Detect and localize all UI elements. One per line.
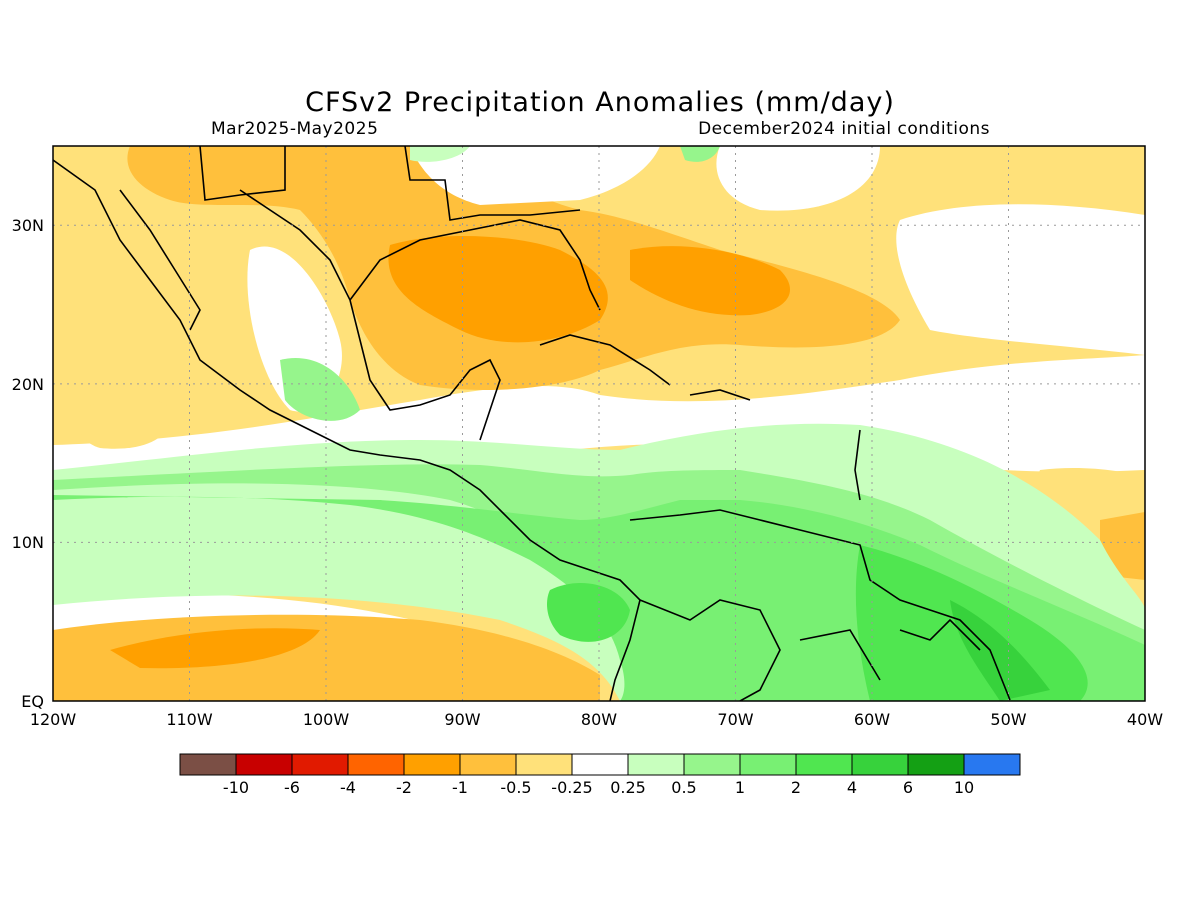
colorbar-swatch	[739, 753, 797, 776]
colorbar-label: -1	[452, 778, 468, 797]
colorbar-label: 1	[735, 778, 745, 797]
colorbar-swatch	[907, 753, 965, 776]
colorbar-label: 6	[903, 778, 913, 797]
colorbar-swatch	[179, 753, 237, 776]
colorbar-label: 0.5	[671, 778, 696, 797]
colorbar-label: -6	[284, 778, 300, 797]
y-tick-label: 30N	[12, 216, 44, 235]
colorbar-swatch	[403, 753, 461, 776]
x-tick-label: 100W	[303, 710, 350, 729]
x-axis: 120W 110W 100W 90W 80W 70W 60W 50W 40W	[30, 710, 1163, 729]
x-tick-label: 80W	[581, 710, 617, 729]
colorbar-swatch	[235, 753, 293, 776]
colorbar-swatch	[347, 753, 405, 776]
x-tick-label: 50W	[990, 710, 1026, 729]
colorbar-swatch	[515, 753, 573, 776]
x-tick-label: 40W	[1127, 710, 1163, 729]
colorbar-label: -2	[396, 778, 412, 797]
y-tick-label: 20N	[12, 375, 44, 394]
initial-conditions: December2024 initial conditions	[698, 119, 990, 139]
y-axis: EQ 10N 20N 30N	[12, 216, 44, 711]
colorbar-label: -4	[340, 778, 356, 797]
x-tick-label: 60W	[854, 710, 890, 729]
colorbar-label: 0.25	[610, 778, 646, 797]
colorbar-label: 4	[847, 778, 857, 797]
colorbar-label: -0.25	[551, 778, 592, 797]
x-tick-label: 110W	[166, 710, 213, 729]
colorbar-swatch	[459, 753, 517, 776]
colorbar-label: -0.5	[500, 778, 531, 797]
colorbar-label: 2	[791, 778, 801, 797]
y-tick-label: 10N	[12, 533, 44, 552]
colorbar-swatch	[795, 753, 853, 776]
x-tick-label: 70W	[717, 710, 753, 729]
y-tick-label: EQ	[21, 692, 44, 711]
colorbar-swatch	[627, 753, 685, 776]
colorbar-swatch	[963, 753, 1021, 776]
anomaly-field	[53, 146, 1145, 701]
coastlines	[53, 146, 1011, 701]
x-tick-label: 120W	[30, 710, 77, 729]
gridlines	[53, 146, 1145, 701]
x-tick-label: 90W	[444, 710, 480, 729]
colorbar-label: 10	[954, 778, 974, 797]
colorbar-swatch	[571, 753, 629, 776]
colorbar-swatch	[291, 753, 349, 776]
map-title: CFSv2 Precipitation Anomalies (mm/day)	[305, 87, 895, 118]
colorbar: -10 -6 -4 -2 -1 -0.5 -0.25 0.25 0.5 1 2 4 6 10	[179, 753, 1021, 797]
plot-frame	[52, 145, 1146, 702]
colorbar-swatch	[683, 753, 741, 776]
forecast-period: Mar2025-May2025	[211, 119, 378, 139]
colorbar-label: -10	[223, 778, 249, 797]
colorbar-swatch	[851, 753, 909, 776]
